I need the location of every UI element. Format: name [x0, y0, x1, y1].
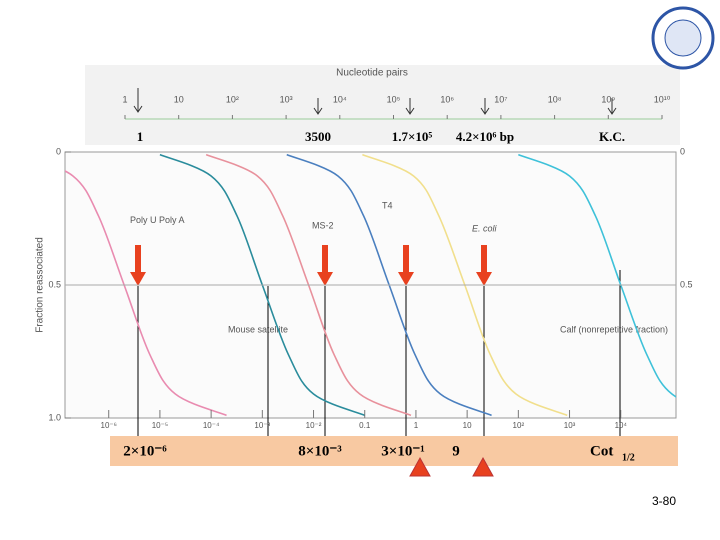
- curve-labels: Poly U Poly A Mouse satellite MS-2 T4 E.…: [130, 200, 668, 334]
- size-row: 1 3500 1.7×10⁵ 4.2×10⁶ bp K.C.: [137, 129, 625, 144]
- top-axis-title: Nucleotide pairs: [336, 68, 408, 79]
- top-tick-label: 10: [174, 94, 184, 104]
- x-tick-label: 1: [414, 421, 419, 430]
- top-axis-panel: [85, 65, 680, 145]
- curve-label: Mouse satellite: [228, 324, 288, 334]
- y2-tick-label: 0: [680, 146, 685, 156]
- top-tick-label: 10⁴: [333, 94, 347, 104]
- cot-value: 2×10⁻⁶: [123, 443, 167, 459]
- red-arrow: [398, 245, 414, 286]
- curve-label: T4: [382, 200, 393, 210]
- y-tick-label: 1.0: [48, 412, 61, 422]
- size-arrow: [313, 98, 323, 115]
- top-tick-label: 10³: [280, 94, 293, 104]
- cot-row: 2×10⁻⁶ 8×10⁻³ 3×10⁻¹ 9 Cot 1/2: [123, 443, 635, 463]
- top-tick-label: 10⁶: [440, 94, 454, 104]
- red-arrow: [476, 245, 492, 286]
- size-arrow: [405, 98, 415, 115]
- cot-band: [110, 436, 678, 466]
- cot-subscript: 1/2: [622, 452, 635, 463]
- x-tick-label: 10⁻²: [306, 421, 322, 430]
- size-arrow: [133, 88, 143, 113]
- y-tick-label: 0.5: [48, 279, 61, 289]
- top-tick-label: 10⁷: [494, 94, 507, 104]
- size-arrow: [480, 98, 490, 115]
- y-axis-title: Fraction reassociated: [35, 237, 46, 333]
- size-label: K.C.: [599, 129, 625, 144]
- top-tick-label: 10⁸: [548, 94, 562, 104]
- top-tick-label: 10¹⁰: [654, 94, 671, 104]
- size-label: 1.7×10⁵: [392, 129, 433, 144]
- size-label: 1: [137, 129, 144, 144]
- x-tick-label: 10⁻⁴: [203, 421, 220, 430]
- red-arrow: [317, 245, 333, 286]
- top-tick-label: 1: [122, 94, 127, 104]
- cot-value: 3×10⁻¹: [381, 443, 424, 459]
- logo-center: [664, 19, 702, 57]
- red-triangle: [409, 456, 431, 477]
- curve-label: Calf (nonrepetitive fraction): [560, 324, 668, 334]
- red-arrow: [130, 245, 146, 286]
- x-tick-label: 10³: [564, 421, 576, 430]
- curve-label-line: Poly U Poly A: [130, 215, 185, 225]
- x-tick-label: 10⁻⁵: [152, 421, 168, 430]
- x-tick-label: 10: [463, 421, 472, 430]
- curve-label: E. coli: [472, 223, 498, 233]
- page-number: 3-80: [652, 494, 676, 508]
- y2-tick-label: 0.5: [680, 279, 693, 289]
- cot-value: 9: [452, 443, 460, 459]
- cot-value: 8×10⁻³: [298, 443, 342, 459]
- red-triangle: [472, 456, 494, 477]
- top-tick-label: 10⁹: [601, 94, 615, 104]
- size-label: 3500: [305, 129, 331, 144]
- cot-label: Cot: [590, 443, 613, 459]
- x-tick-label: 10⁻³: [254, 421, 270, 430]
- top-tick-label: 10⁵: [387, 94, 401, 104]
- x-tick-label: 0.1: [359, 421, 371, 430]
- y-tick-label: 0: [56, 146, 61, 156]
- top-arrows: [133, 88, 617, 115]
- x-tick-label: 10⁻⁶: [101, 421, 117, 430]
- curve-label: MS-2: [312, 220, 334, 230]
- size-arrow: [607, 98, 617, 115]
- logo: [651, 6, 715, 70]
- top-tick-label: 10²: [226, 94, 239, 104]
- x-tick-label: 10²: [513, 421, 525, 430]
- red-arrows: [130, 245, 494, 477]
- curve-label: Poly U Poly A: [130, 215, 185, 225]
- size-label: 4.2×10⁶ bp: [456, 129, 514, 144]
- cot-lines: [137, 270, 621, 436]
- x-tick-label: 10⁴: [615, 421, 628, 430]
